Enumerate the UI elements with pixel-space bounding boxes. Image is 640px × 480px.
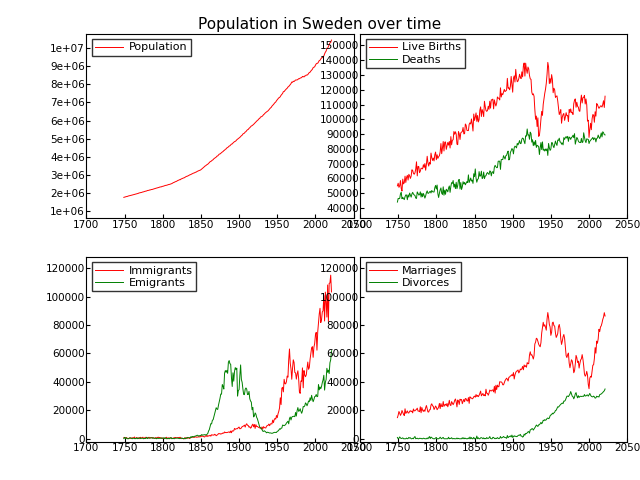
Text: Population in Sweden over time: Population in Sweden over time — [198, 17, 442, 32]
Legend: Population: Population — [92, 39, 191, 56]
Legend: Live Births, Deaths: Live Births, Deaths — [365, 39, 465, 68]
Legend: Marriages, Divorces: Marriages, Divorces — [365, 263, 461, 291]
Legend: Immigrants, Emigrants: Immigrants, Emigrants — [92, 263, 196, 291]
